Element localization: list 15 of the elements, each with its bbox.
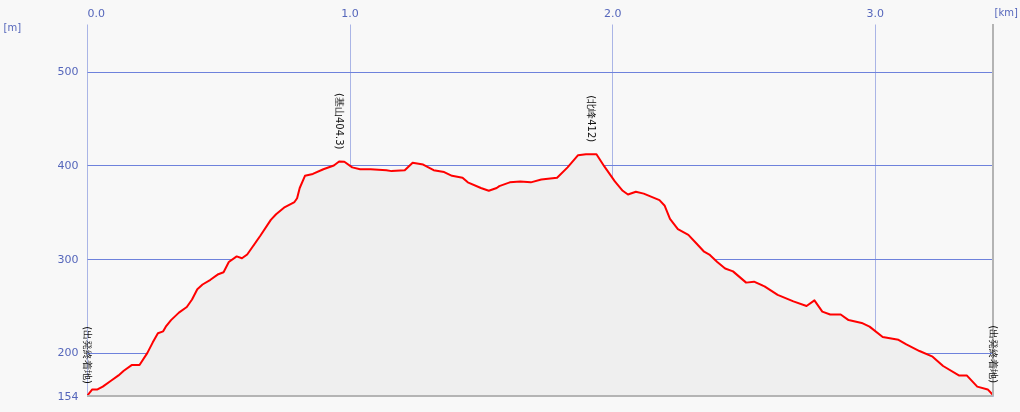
x-tick-label: 0.0	[87, 6, 105, 20]
annotation: (出発終着地)	[988, 325, 999, 384]
y-axis-title: [m]	[3, 21, 22, 33]
y-tick-label: 154	[57, 389, 79, 403]
annotation: (出発終着地)	[82, 326, 93, 385]
annotation: (基山404.3)	[334, 93, 346, 150]
x-tick-label: 1.0	[341, 6, 359, 20]
annotation: (北峰412)	[586, 95, 598, 143]
x-tick-label: 3.0	[866, 6, 885, 20]
x-tick-label: 2.0	[603, 6, 622, 20]
y-tick-label: 200	[57, 346, 79, 360]
x-axis-title: [km]	[994, 6, 1018, 18]
y-tick-label: 500	[57, 65, 79, 79]
y-tick-label: 400	[57, 158, 79, 172]
y-tick-label: 300	[57, 252, 79, 266]
